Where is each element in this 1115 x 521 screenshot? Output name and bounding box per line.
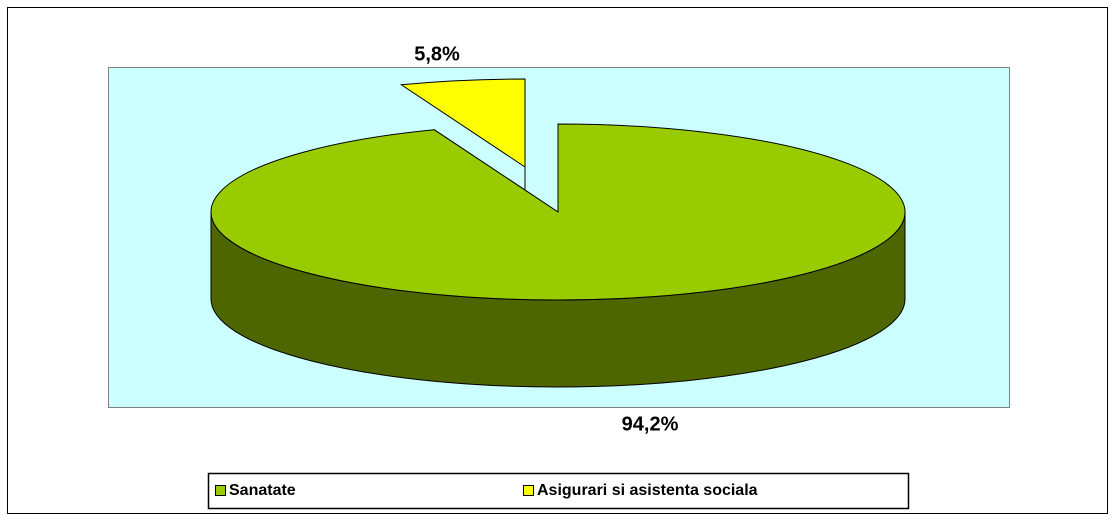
legend-label: Asigurari si asistenta sociala <box>537 482 758 499</box>
data-label: 5,8% <box>414 43 460 65</box>
data-label: 94,2% <box>622 413 679 435</box>
slice <box>210 123 906 301</box>
slice <box>399 78 526 168</box>
legend-swatch <box>215 485 226 496</box>
pie <box>210 78 906 388</box>
legend <box>207 472 910 510</box>
legend-label: Sanatate <box>229 482 296 499</box>
legend-swatch <box>523 485 534 496</box>
